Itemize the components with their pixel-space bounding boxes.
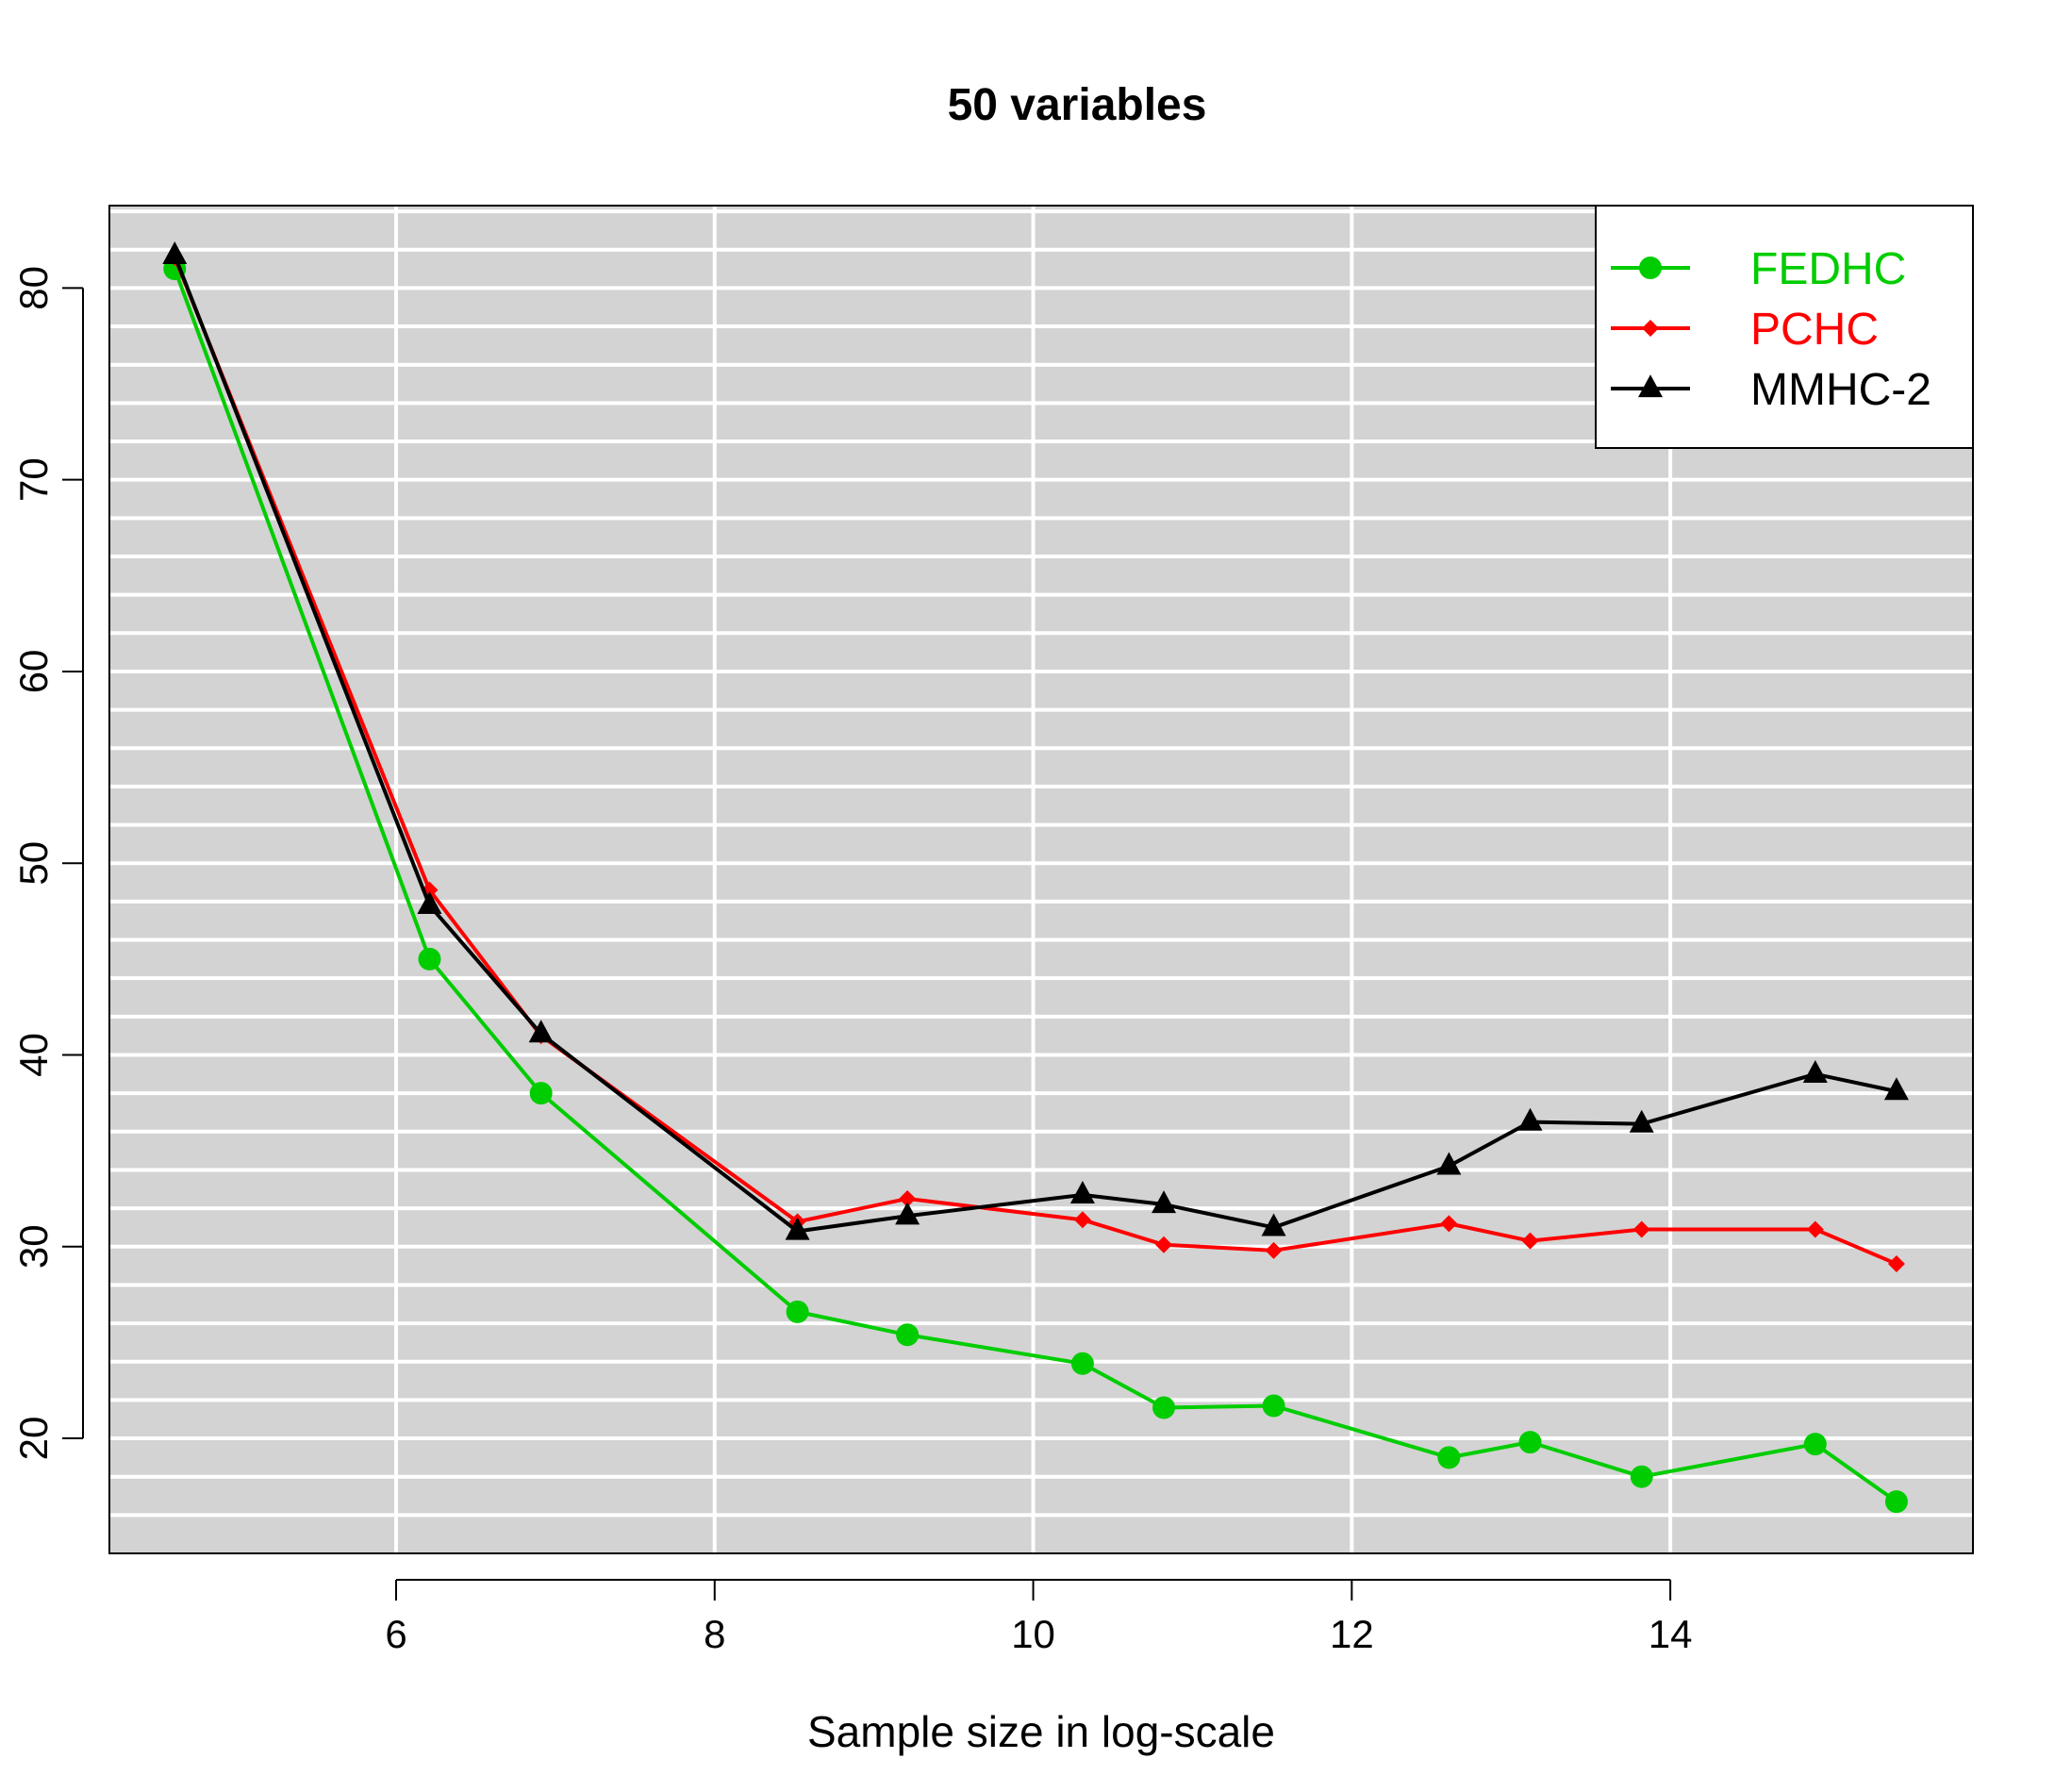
legend-label-mmhc-2: MMHC-2 [1750, 365, 1931, 415]
data-point-mmhc-2 [1436, 1152, 1462, 1175]
data-point-fedhc [529, 1082, 553, 1105]
data-point-fedhc [1152, 1396, 1176, 1419]
x-tick-label: 14 [1649, 1612, 1693, 1656]
data-point-mmhc-2 [1069, 1181, 1095, 1204]
y-tick-label: 20 [11, 1417, 56, 1461]
legend-item-fedhc: FEDHC [1611, 244, 1906, 294]
data-point-mmhc-2 [895, 1202, 920, 1225]
data-point-mmhc-2 [417, 891, 442, 915]
data-point-mmhc-2 [1629, 1109, 1654, 1133]
data-point-fedhc [1630, 1465, 1653, 1488]
legend-marker-mmhc-2 [1638, 374, 1663, 398]
data-point-mmhc-2 [1802, 1059, 1828, 1083]
legend-label-fedhc: FEDHC [1750, 244, 1906, 294]
data-point-mmhc-2 [162, 241, 188, 264]
legend-marker-fedhc [1639, 257, 1662, 279]
data-point-fedhc [786, 1300, 809, 1323]
legend-marker-pchc [1642, 320, 1659, 337]
data-point-pchc [1265, 1241, 1283, 1259]
y-tick-label: 70 [11, 457, 56, 502]
data-point-pchc [1073, 1211, 1091, 1229]
x-tick-label: 12 [1330, 1612, 1374, 1656]
y-tick-label: 40 [11, 1033, 56, 1077]
y-tick-label: 50 [11, 841, 56, 886]
data-point-fedhc [418, 947, 441, 971]
data-point-fedhc [1070, 1352, 1094, 1375]
data-point-fedhc [1803, 1433, 1827, 1456]
data-point-fedhc [1884, 1490, 1908, 1514]
data-point-mmhc-2 [1152, 1190, 1177, 1214]
series-mmhc-2 [162, 241, 1909, 1240]
data-point-pchc [1806, 1220, 1824, 1238]
data-point-pchc [899, 1189, 917, 1207]
y-tick-label: 60 [11, 650, 56, 694]
plot-border [108, 205, 1974, 1554]
x-tick-label: 6 [385, 1612, 406, 1656]
data-point-mmhc-2 [1261, 1213, 1286, 1236]
data-point-mmhc-2 [1883, 1077, 1909, 1101]
legend-label-pchc: PCHC [1750, 305, 1879, 355]
data-point-mmhc-2 [528, 1020, 554, 1043]
data-point-pchc [1887, 1255, 1905, 1273]
data-point-fedhc [1518, 1431, 1542, 1454]
legend-item-pchc: PCHC [1611, 305, 1879, 355]
chart-title: 50 variables [948, 80, 1207, 130]
data-point-pchc [1155, 1236, 1173, 1253]
data-point-mmhc-2 [785, 1217, 810, 1240]
data-point-pchc [1440, 1215, 1458, 1233]
x-axis: 6 8 10 12 14 [385, 1579, 1693, 1656]
y-tick-label: 80 [11, 266, 56, 310]
y-axis: 20 30 40 50 60 70 80 [11, 266, 84, 1461]
data-point-pchc [1521, 1232, 1539, 1250]
data-point-fedhc [1437, 1446, 1461, 1469]
x-tick-label: 8 [704, 1612, 725, 1656]
data-point-fedhc [1262, 1394, 1285, 1418]
y-tick-label: 30 [11, 1224, 56, 1269]
legend-item-mmhc-2: MMHC-2 [1611, 365, 1931, 415]
x-tick-label: 10 [1011, 1612, 1055, 1656]
x-axis-label: Sample size in log-scale [807, 1707, 1275, 1756]
data-point-fedhc [896, 1323, 920, 1347]
data-point-mmhc-2 [1517, 1107, 1543, 1131]
legend: FEDHC PCHC MMHC-2 [1595, 205, 1974, 449]
data-point-pchc [1632, 1220, 1650, 1238]
series-layer [162, 241, 1909, 1514]
